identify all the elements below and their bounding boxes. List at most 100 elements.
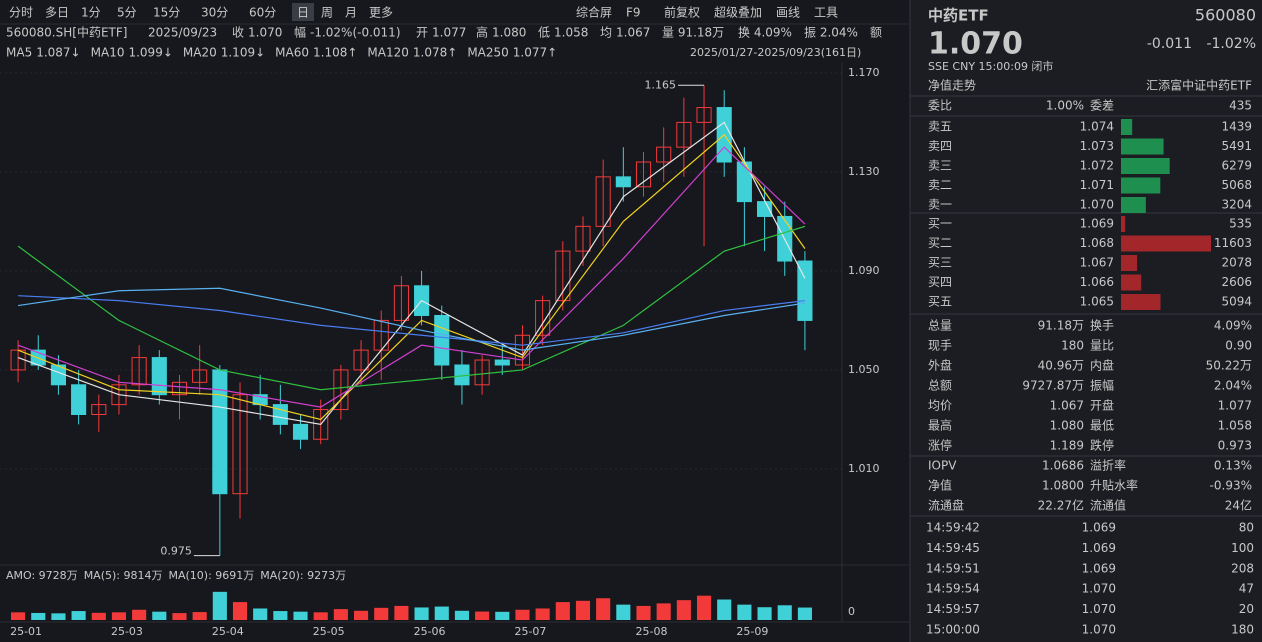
volume-bar	[656, 603, 671, 620]
ma-legend-name: MA10	[91, 46, 125, 60]
info-close: 1.070	[248, 26, 282, 40]
book-bar	[1121, 138, 1164, 155]
book-label: 卖二	[928, 178, 952, 192]
book-bar	[1121, 255, 1138, 271]
book-volume: 3204	[1221, 198, 1252, 212]
candle-body	[393, 285, 409, 321]
y-tick-label: 1.170	[848, 66, 880, 79]
book-volume: 5068	[1221, 178, 1252, 192]
stat-value: 1.077	[1218, 399, 1252, 413]
tool-button[interactable]: 工具	[814, 6, 838, 20]
book-volume: 2078	[1221, 256, 1252, 270]
volume-bar	[111, 612, 127, 620]
volume-bar	[696, 595, 712, 620]
tool-button[interactable]: 综合屏	[576, 5, 612, 20]
candle-body	[595, 176, 611, 227]
volume-bar	[475, 611, 490, 620]
x-tick-label: 25-07	[514, 625, 546, 638]
ratio-value: 1.00%	[1046, 99, 1084, 113]
period-tab[interactable]: 月	[345, 6, 357, 20]
info-close-label: 收	[232, 26, 244, 40]
candle-body	[656, 146, 672, 163]
period-tab[interactable]: 60分	[249, 6, 276, 20]
x-tick-label: 25-09	[736, 625, 768, 638]
book-price: 1.069	[1080, 217, 1114, 231]
book-label: 买二	[928, 236, 952, 250]
volume-bar	[535, 608, 550, 620]
period-tab[interactable]: 5分	[117, 6, 137, 20]
nav-link[interactable]: 净值走势	[928, 78, 976, 93]
book-price: 1.073	[1080, 139, 1114, 153]
ma-legend-name: MA5	[6, 46, 32, 60]
volume-legend: MA(20): 9273万	[260, 569, 346, 582]
stat-label: 振幅	[1090, 378, 1114, 393]
tick-time: 14:59:42	[926, 521, 980, 535]
tick-price: 1.069	[1082, 541, 1116, 555]
stat-label: 总额	[928, 379, 952, 393]
book-volume: 5094	[1221, 295, 1252, 309]
info-high-label: 高	[476, 25, 488, 40]
book-bar	[1121, 235, 1211, 252]
volume-bar	[414, 607, 429, 620]
candle-body	[111, 384, 127, 406]
x-tick-label: 25-06	[414, 625, 446, 638]
stat-value: 40.96万	[1038, 359, 1084, 373]
stat-label: 均价	[928, 399, 952, 413]
ma-legend-value: 1.099↓	[128, 46, 172, 60]
volume-legend: MA(10): 9691万	[168, 569, 254, 582]
tool-button[interactable]: F9	[626, 6, 641, 20]
volume-bar	[232, 602, 248, 620]
tick-time: 14:59:51	[926, 561, 980, 575]
info-amp-label: 幅	[294, 25, 306, 40]
period-tab[interactable]: 多日	[45, 6, 69, 20]
tool-button[interactable]: 超级叠加	[714, 5, 762, 20]
period-tab[interactable]: 日	[297, 6, 309, 20]
stat-value: 24亿	[1225, 498, 1252, 513]
tool-button[interactable]: 画线	[776, 6, 800, 20]
volume-bar	[434, 606, 449, 620]
volume-bar	[636, 605, 651, 620]
period-tab[interactable]: 周	[321, 6, 333, 20]
volume-bar	[313, 612, 328, 620]
stat-value: 1.058	[1218, 419, 1252, 433]
volume-bar	[757, 607, 772, 620]
stat-label: 溢折率	[1090, 458, 1126, 473]
period-tab[interactable]: 分时	[9, 6, 33, 20]
info-low: 1.058	[554, 26, 588, 40]
period-tab[interactable]: 1分	[81, 6, 101, 20]
stat-label: IOPV	[928, 459, 957, 473]
volume-bar	[212, 591, 227, 620]
ma-legend-name: MA20	[183, 46, 217, 60]
stat-value: 180	[1061, 339, 1084, 353]
period-tab[interactable]: 更多	[369, 6, 393, 20]
stat-label: 现手	[928, 339, 952, 353]
volume-bar	[717, 599, 732, 620]
stat-label: 换手	[1090, 319, 1114, 333]
tick-price: 1.070	[1082, 623, 1116, 637]
volume-legend: AMO: 9728万	[6, 569, 78, 582]
book-volume: 535	[1229, 217, 1252, 231]
info-avg: 1.067	[616, 26, 650, 40]
volume-bar	[555, 602, 570, 620]
tab-active	[292, 3, 314, 21]
stat-value: 22.27亿	[1038, 498, 1084, 513]
stat-value: 1.067	[1050, 399, 1084, 413]
candle-body	[676, 121, 692, 148]
candle-body	[192, 369, 208, 383]
tool-button[interactable]: 前复权	[664, 5, 700, 20]
volume-bar	[374, 607, 389, 620]
period-tab[interactable]: 30分	[201, 6, 228, 20]
stat-value: 91.18万	[1038, 319, 1084, 333]
stat-label: 净值	[928, 478, 952, 493]
x-tick-label: 25-05	[313, 625, 345, 638]
info-turn: 换 4.09%	[738, 26, 792, 40]
book-bar	[1121, 177, 1161, 194]
period-tab[interactable]: 15分	[153, 6, 180, 20]
info-symbol: 560080.SH[中药ETF]	[6, 25, 127, 40]
volume-bar	[354, 610, 369, 620]
tick-volume: 20	[1239, 602, 1254, 616]
stat-label: 最高	[928, 418, 952, 433]
y-tick-label: 1.010	[848, 462, 880, 475]
